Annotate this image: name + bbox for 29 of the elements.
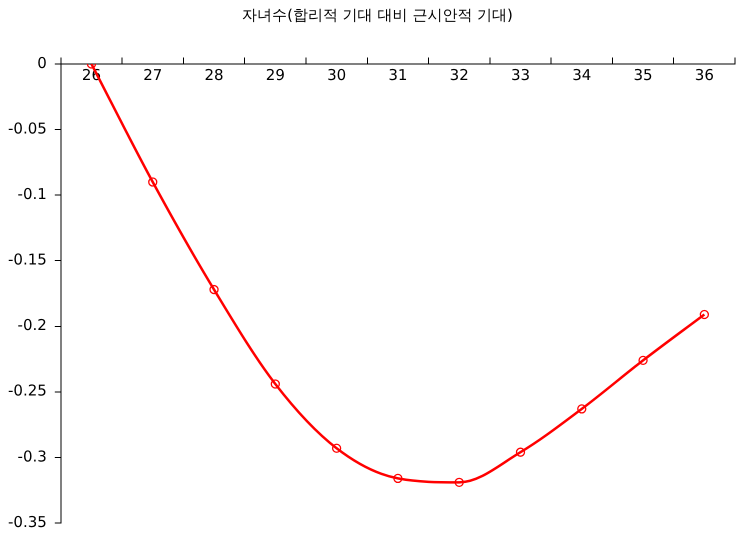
y-tick-label: 0: [37, 54, 47, 72]
y-tick-label: -0.25: [8, 382, 47, 400]
x-tick-label: 30: [327, 66, 346, 84]
y-tick-label: -0.05: [8, 119, 47, 138]
point: [454, 478, 464, 487]
x-tick-label: 28: [204, 66, 224, 84]
y-tick-label: -0.15: [8, 250, 47, 269]
y-tick-label: -0.3: [18, 447, 47, 466]
y-tick-label: -0.35: [8, 512, 47, 531]
x-tick-label: 27: [143, 66, 162, 84]
point: [148, 177, 158, 187]
x-tick-label: 33: [510, 66, 530, 84]
x-tick-label: 35: [634, 66, 653, 84]
y-tick-label: -0.2: [18, 316, 47, 334]
point: [577, 404, 586, 414]
point: [393, 474, 403, 484]
x-tick-label: 29: [266, 66, 285, 84]
chart-title: 자녀수(합리적 기대 대비 근시안적 기대): [241, 6, 514, 25]
x-tick-label: 32: [450, 66, 469, 84]
point: [638, 356, 648, 366]
point: [700, 310, 710, 320]
point: [516, 448, 526, 457]
y-tick-label: -0.1: [18, 185, 47, 204]
point: [332, 444, 342, 453]
x-tick-label: 31: [388, 66, 408, 84]
point: [209, 284, 219, 294]
x-tick-label: 36: [694, 66, 714, 84]
x-tick-label: 34: [572, 66, 592, 84]
point: [270, 379, 280, 389]
